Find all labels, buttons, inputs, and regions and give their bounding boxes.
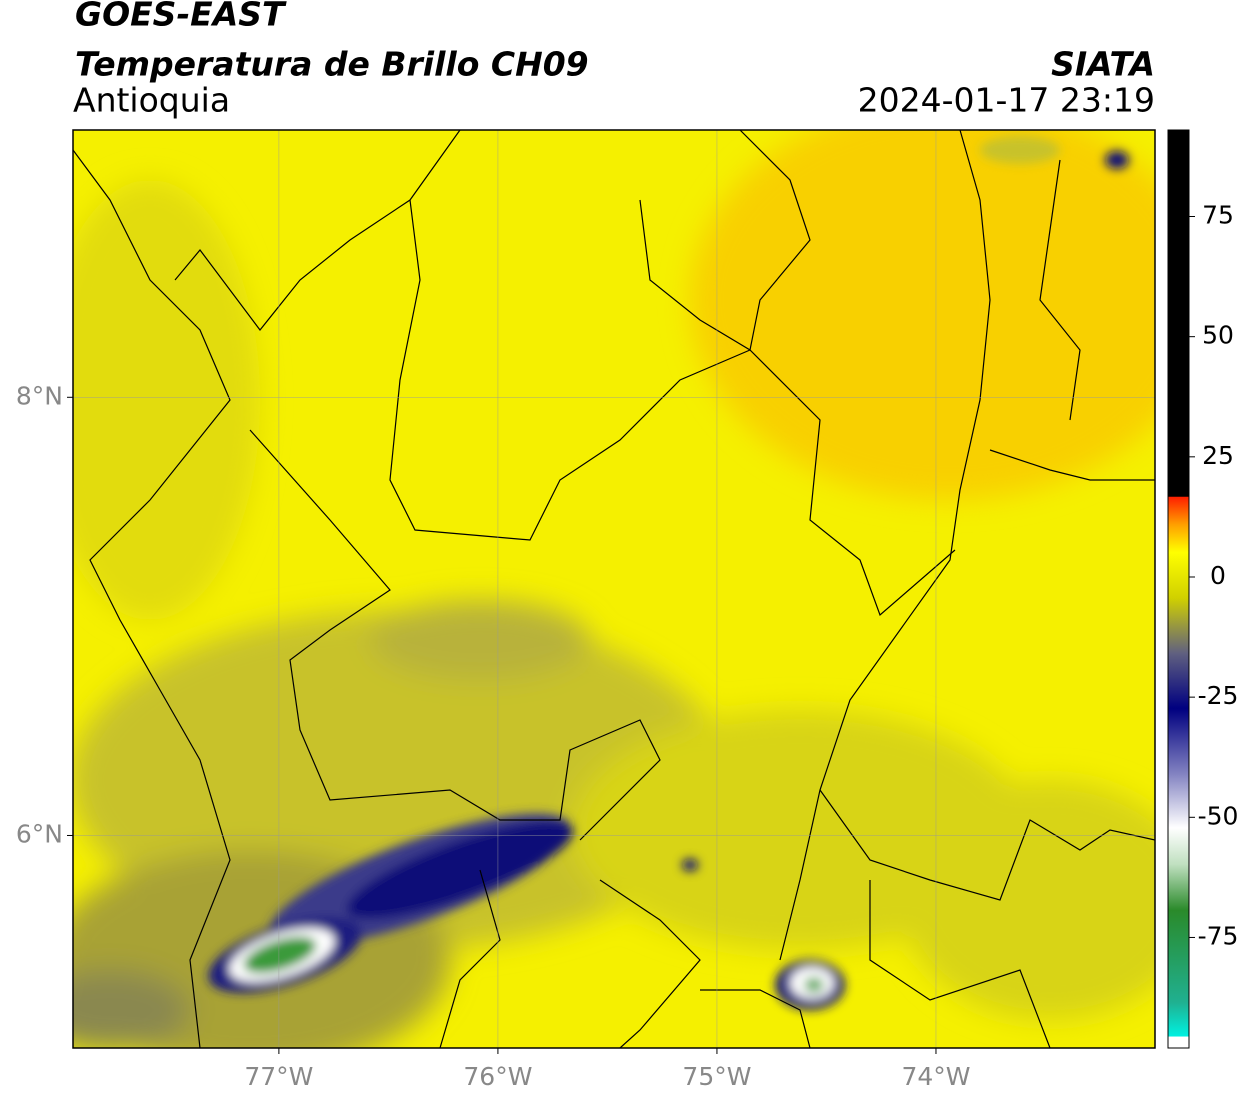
colorbar [1167, 129, 1190, 1049]
y-tick-label: 8°N [16, 381, 63, 410]
x-tick-label: 75°W [682, 1062, 751, 1091]
colorbar-tick-label: 75 [1202, 201, 1234, 230]
y-tick-label: 6°N [16, 819, 63, 848]
x-tick-label: 76°W [463, 1062, 532, 1091]
colorbar-tick-label: 0 [1210, 561, 1226, 590]
colorbar-tick-label: -25 [1198, 681, 1239, 710]
borders [73, 130, 1155, 1048]
graticule [73, 130, 1155, 1048]
timestamp: 2024-01-17 23:19 [858, 81, 1155, 120]
satellite-image [73, 130, 1155, 1048]
source: SIATA [1051, 45, 1155, 84]
colorbar-tick-label: 25 [1202, 441, 1234, 470]
region: Antioquia [73, 81, 230, 120]
title: GOES-EAST [75, 0, 287, 34]
colorbar-tick-label: -75 [1198, 921, 1239, 950]
colorbar-tick-label: 50 [1202, 321, 1234, 350]
x-tick-label: 74°W [901, 1062, 970, 1091]
subtitle: Temperatura de Brillo CH09 [75, 45, 589, 84]
map-frame [72, 129, 1156, 1049]
colorbar-tick-label: -50 [1198, 801, 1239, 830]
x-tick-label: 77°W [244, 1062, 313, 1091]
